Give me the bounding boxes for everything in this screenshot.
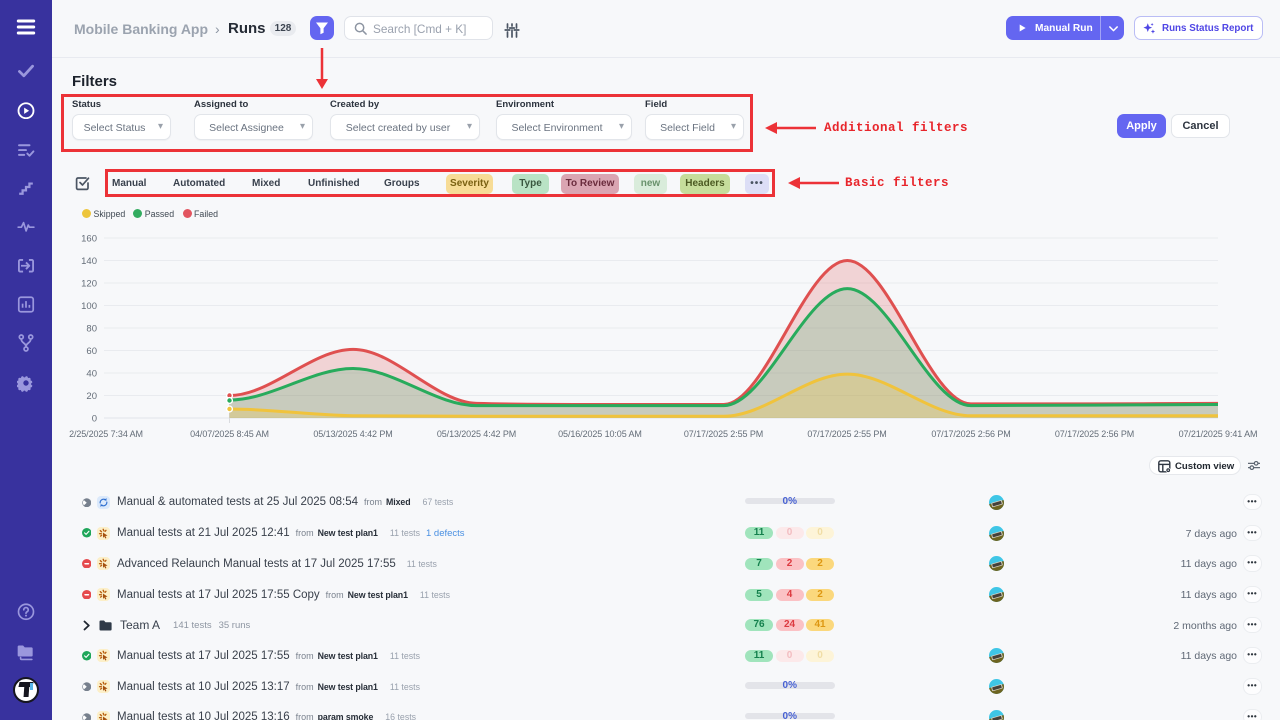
svg-text:140: 140: [81, 256, 97, 267]
svg-text:100: 100: [81, 301, 97, 312]
svg-text:07/17/2025 2:56 PM: 07/17/2025 2:56 PM: [1055, 429, 1134, 439]
svg-text:05/13/2025 4:42 PM: 05/13/2025 4:42 PM: [313, 429, 392, 439]
svg-text:60: 60: [86, 346, 97, 357]
svg-text:0: 0: [92, 414, 97, 425]
svg-text:07/17/2025 2:56 PM: 07/17/2025 2:56 PM: [931, 429, 1010, 439]
svg-text:05/16/2025 10:05 AM: 05/16/2025 10:05 AM: [558, 429, 642, 439]
svg-text:160: 160: [81, 234, 97, 245]
svg-text:2/25/2025 7:34 AM: 2/25/2025 7:34 AM: [69, 429, 143, 439]
svg-text:20: 20: [86, 391, 97, 402]
svg-text:80: 80: [86, 324, 97, 335]
svg-text:07/17/2025 2:55 PM: 07/17/2025 2:55 PM: [807, 429, 886, 439]
svg-text:04/07/2025 8:45 AM: 04/07/2025 8:45 AM: [190, 429, 269, 439]
svg-text:05/13/2025 4:42 PM: 05/13/2025 4:42 PM: [437, 429, 516, 439]
svg-text:07/17/2025 2:55 PM: 07/17/2025 2:55 PM: [684, 429, 763, 439]
svg-text:07/21/2025 9:41 AM: 07/21/2025 9:41 AM: [1179, 429, 1258, 439]
svg-text:40: 40: [86, 369, 97, 380]
svg-text:120: 120: [81, 279, 97, 290]
